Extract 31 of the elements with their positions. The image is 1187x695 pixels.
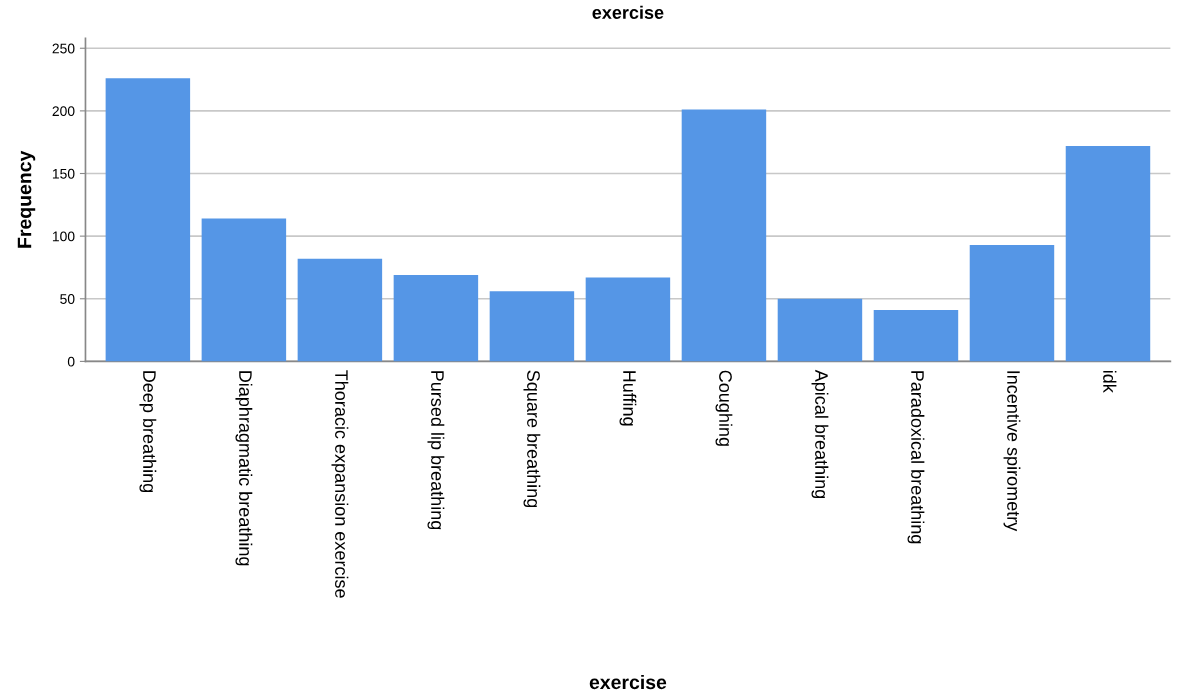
- y-tick-label: 150: [52, 168, 75, 179]
- bar: [585, 277, 671, 362]
- bar: [489, 291, 575, 362]
- x-tick-label: Deep breathing: [139, 371, 157, 493]
- y-tick-label: 250: [52, 43, 75, 54]
- bar: [1065, 145, 1151, 362]
- x-tick-label: Diaphragmatic breathing: [235, 371, 253, 566]
- bar: [393, 274, 479, 362]
- y-tick-label: 200: [52, 106, 75, 117]
- bar: [873, 310, 959, 362]
- x-tick-label: Incentive spirometry: [1003, 371, 1021, 532]
- y-axis-title: Frequency: [17, 150, 36, 248]
- x-tick-label: Paradoxical breathing: [907, 371, 925, 544]
- bar: [777, 298, 863, 362]
- y-tick-label: 0: [67, 356, 75, 367]
- x-axis-title: exercise: [589, 674, 667, 690]
- bar: [681, 109, 767, 362]
- x-tick-label: Huffing: [619, 371, 637, 426]
- x-tick-label: Coughing: [715, 370, 733, 446]
- x-tick-label: Thoracic expansion exercise: [331, 370, 349, 598]
- x-tick-label: Pursed lip breathing: [427, 371, 445, 530]
- bar: [297, 258, 383, 362]
- bar: [969, 244, 1055, 362]
- x-tick-label: idk: [1103, 370, 1117, 393]
- x-tick-label: Apical breathing: [811, 369, 829, 499]
- y-tick-label: 50: [60, 294, 75, 304]
- chart-title: exercise: [592, 5, 664, 19]
- y-tick-label: 100: [52, 231, 75, 242]
- bar: [201, 218, 287, 362]
- x-tick-label: Square breathing: [523, 370, 541, 508]
- bar: [105, 78, 191, 362]
